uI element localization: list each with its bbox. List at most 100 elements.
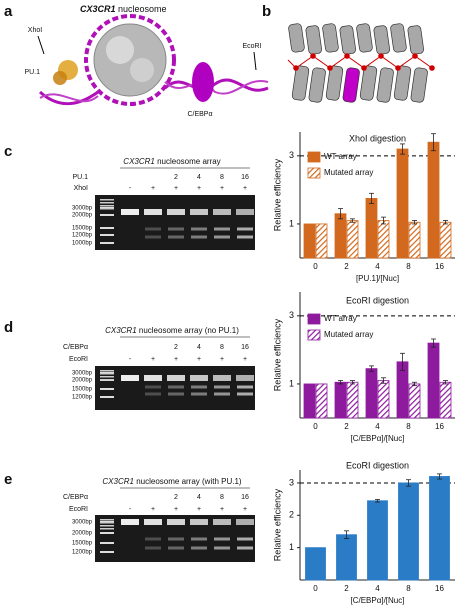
- ladder-band: [100, 376, 114, 378]
- error-bar: [443, 380, 448, 385]
- panel-label: c: [4, 143, 12, 160]
- marker-label: 3000bp: [72, 520, 93, 526]
- lane-label: +: [220, 356, 224, 363]
- ladder-band: [100, 519, 114, 521]
- legend-swatch: [307, 329, 321, 341]
- gel-band: [145, 385, 161, 389]
- bar: [305, 547, 326, 581]
- error-bar: [338, 208, 343, 220]
- bar: [334, 213, 347, 259]
- gel-band: [191, 385, 207, 389]
- x-axis-label: [C/EBPα]/[Nuc]: [351, 434, 405, 443]
- ladder-band: [100, 242, 114, 244]
- linker-site: [327, 65, 333, 71]
- title-italic: CX3CR1: [102, 477, 134, 486]
- nucleosome: [305, 25, 322, 55]
- nucleosome: [325, 65, 344, 101]
- lane-label: +: [220, 506, 224, 513]
- gel-band: [168, 392, 184, 396]
- nucleosome: [342, 67, 360, 103]
- lane-label: 4: [197, 494, 201, 501]
- gel-band: [168, 235, 184, 239]
- gel-band: [213, 209, 231, 215]
- histone-core: [93, 23, 167, 97]
- marker-label: 2000bp: [72, 378, 93, 384]
- marker-label: 2000bp: [72, 213, 93, 219]
- error-bar: [375, 499, 380, 503]
- x-tick-label: 4: [375, 422, 380, 431]
- error-bar: [338, 380, 343, 385]
- x-tick-label: 2: [344, 584, 349, 593]
- row-label: XhoI: [74, 185, 88, 192]
- bar: [429, 476, 450, 581]
- nucleosome: [359, 65, 378, 101]
- legend-label: WT array: [324, 152, 357, 161]
- error-bar: [381, 377, 386, 384]
- x-tick-label: 16: [435, 584, 444, 593]
- panel-title: CX3CR1 nucleosome: [80, 4, 167, 14]
- lane-label: 8: [220, 494, 224, 501]
- chart-title: XhoI digestion: [349, 133, 406, 143]
- cebp-protein: [192, 62, 214, 102]
- y-axis-label: Relative efficiency: [272, 158, 282, 231]
- marker-label: 3000bp: [72, 206, 93, 212]
- y-tick-label: 2: [289, 510, 294, 520]
- gel-band: [145, 392, 161, 396]
- linker-site: [395, 65, 401, 71]
- lane-label: +: [220, 185, 224, 192]
- lane-label: +: [197, 185, 201, 192]
- legend-label: WT array: [324, 314, 357, 323]
- legend-swatch: [307, 167, 321, 179]
- error-bar: [443, 220, 448, 225]
- lane-label: -: [129, 185, 132, 192]
- gel-band: [236, 375, 254, 381]
- dna-wrap: [84, 14, 176, 106]
- marker-label: 1500bp: [72, 541, 93, 547]
- site-label: EcoRI: [242, 43, 261, 50]
- title-italic: CX3CR1: [80, 4, 116, 14]
- linker-site: [378, 53, 384, 59]
- gel-band: [167, 209, 185, 215]
- row-label: EcoRI: [69, 356, 88, 363]
- x-tick-label: 4: [375, 262, 380, 271]
- marker-label: 1200bp: [72, 550, 93, 556]
- gel-band: [214, 227, 230, 231]
- gel-band: [191, 235, 207, 239]
- marker-label: 1500bp: [72, 387, 93, 393]
- x-tick-label: 16: [435, 422, 444, 431]
- lane-label: 2: [174, 344, 178, 351]
- x-tick-label: 8: [406, 262, 411, 271]
- nucleosome: [291, 65, 310, 101]
- lane-label: 8: [220, 344, 224, 351]
- x-axis-label: [PU.1]/[Nuc]: [356, 274, 399, 283]
- legend-swatch: [307, 313, 321, 325]
- panel-label: e: [4, 471, 12, 488]
- error-bar: [350, 218, 355, 223]
- title-rest: nucleosome array (with PU.1): [134, 477, 242, 486]
- gel-band: [145, 546, 161, 550]
- linker-site: [310, 53, 316, 59]
- title-rest: nucleosome: [116, 4, 167, 14]
- bar: [365, 368, 378, 419]
- bar: [439, 221, 452, 259]
- linker-site: [361, 65, 367, 71]
- lane-label: +: [243, 506, 247, 513]
- nucleosome: [390, 23, 407, 53]
- title-italic: CX3CR1: [105, 326, 137, 335]
- gel-band: [213, 519, 231, 525]
- gel-band: [236, 519, 254, 525]
- legend-swatch: [307, 151, 321, 163]
- gel-band: [237, 235, 253, 239]
- error-bar: [437, 473, 442, 480]
- bar: [377, 220, 390, 259]
- ladder-band: [100, 542, 114, 544]
- gel-band: [168, 227, 184, 231]
- gel-title: CX3CR1 nucleosome array (no PU.1): [105, 326, 239, 335]
- lane-label: +: [151, 185, 155, 192]
- bar: [408, 383, 421, 419]
- lane-label: 2: [174, 174, 178, 181]
- bar: [427, 342, 440, 419]
- lane-label: 16: [241, 494, 249, 501]
- bar: [346, 220, 359, 259]
- y-tick-label: 1: [289, 218, 294, 228]
